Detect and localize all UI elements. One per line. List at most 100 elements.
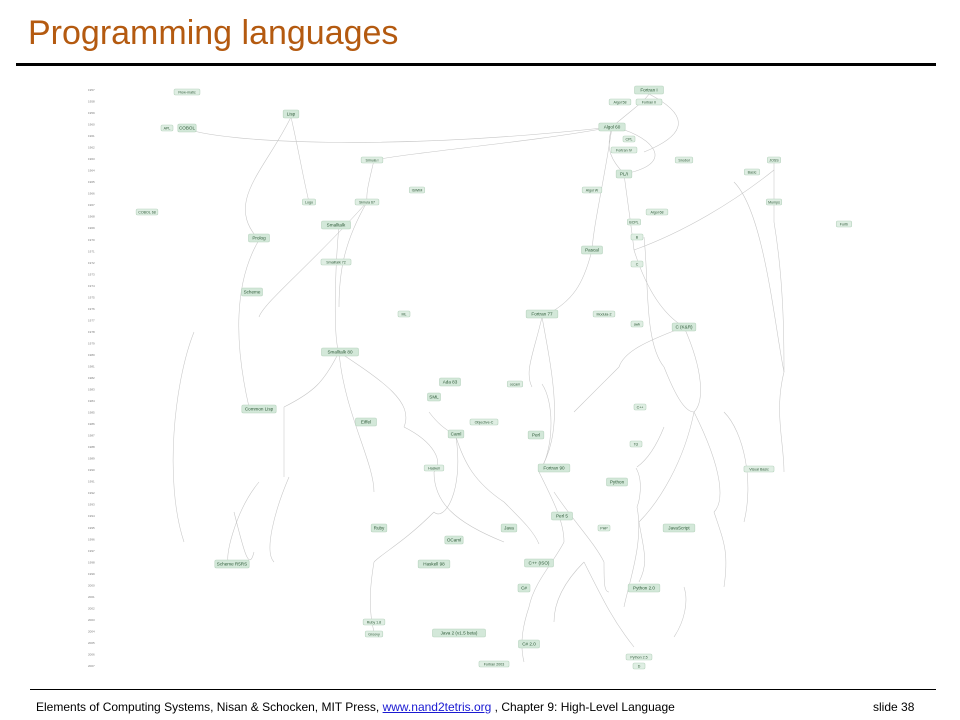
language-node: Algol 68 (645, 208, 669, 216)
diagram-nodes: Fortran I Flow-matic Algol 58 Fortran II APL… (135, 85, 853, 670)
language-node-box (835, 220, 853, 228)
year-tick: 1992 (88, 491, 95, 495)
language-node-box (537, 463, 571, 473)
language-node-box (592, 310, 616, 318)
year-tick: 1993 (88, 503, 95, 507)
footer-credit: Elements of Computing Systems, Nisan & S… (36, 700, 675, 714)
language-node-box (518, 639, 540, 649)
footer-suffix: , Chapter 9: High-Level Language (494, 700, 675, 714)
year-tick: 1978 (88, 330, 95, 334)
language-node-label: ML (402, 312, 407, 316)
language-node: Modula-2 (592, 310, 616, 318)
year-tick: 1984 (88, 399, 95, 403)
year-tick: 2002 (88, 606, 95, 610)
language-node-label: APL (164, 126, 171, 130)
language-node: Python (606, 477, 628, 487)
year-tick: 1998 (88, 560, 95, 564)
language-node: Forth (835, 220, 853, 228)
language-node: Fortran I (634, 85, 664, 95)
title-underline (16, 63, 936, 66)
language-node-box (248, 233, 270, 243)
language-node: PL/I (615, 169, 633, 179)
language-node-label: B (636, 235, 639, 239)
language-node: Tcl (629, 440, 643, 448)
year-tick: 1990 (88, 468, 95, 472)
language-node-label: Pascal (585, 248, 599, 253)
language-node-label: Eiffel (361, 420, 371, 425)
language-node-label: C (K&R) (675, 325, 693, 330)
year-tick: 1977 (88, 318, 95, 322)
language-node-box (743, 168, 761, 176)
year-tick: 1987 (88, 434, 95, 438)
year-tick: 1960 (88, 123, 95, 127)
language-node-box (447, 429, 465, 439)
year-tick: 2000 (88, 583, 95, 587)
language-node-label: Forth (840, 222, 848, 226)
language-node: Haskell 98 (417, 559, 451, 569)
language-node: Objective-C (469, 418, 499, 426)
footer-link[interactable]: www.nand2tetris.org (382, 700, 492, 714)
language-node-label: JavaScript (668, 526, 690, 531)
language-node: Fortran II (635, 98, 663, 106)
language-node: Basic (743, 168, 761, 176)
language-node: Haskell (423, 464, 445, 472)
language-node-label: Fortran I (640, 88, 657, 93)
language-node-label: ISWIM (412, 188, 423, 192)
year-tick: 1979 (88, 341, 95, 345)
year-axis: 1957 1958 1959 1960 1961 1962 1963 1964 1965 1966… (88, 88, 95, 668)
slide-number: slide 38 (873, 700, 915, 714)
language-node-box (320, 258, 352, 266)
language-node-box (302, 198, 316, 206)
year-tick: 1986 (88, 422, 95, 426)
language-node-label: Caml (451, 432, 462, 437)
year-tick: 1989 (88, 457, 95, 461)
year-tick: 2007 (88, 664, 95, 668)
language-node: occam (506, 380, 524, 388)
language-node-box (629, 440, 643, 448)
language-node-label: Flow-matic (178, 90, 196, 94)
language-node: OCaml (444, 535, 464, 545)
language-node-box (635, 98, 663, 106)
language-node-box (524, 558, 554, 568)
language-node-box (241, 287, 263, 297)
language-node-box (627, 583, 661, 593)
language-node-label: CPL (626, 137, 633, 141)
year-tick: 1994 (88, 514, 95, 518)
language-node: Smalltalk 72 (320, 258, 352, 266)
language-node-box (135, 208, 159, 216)
language-node: Eiffel (355, 417, 377, 427)
language-node: APL (160, 124, 174, 132)
footer-rule (30, 689, 936, 690)
language-node-label: Ruby 1.8 (367, 620, 381, 624)
language-node: C (630, 260, 644, 268)
language-node: Smalltalk 80 (321, 347, 359, 357)
language-node-box (469, 418, 499, 426)
language-node: Pascal (581, 245, 603, 255)
year-tick: 2005 (88, 641, 95, 645)
language-node-box (173, 88, 201, 96)
language-node-label: Python 2.5 (630, 655, 647, 659)
language-node-box (627, 218, 641, 226)
language-node-box (444, 535, 464, 545)
language-node-box (432, 628, 486, 638)
year-tick: 1968 (88, 215, 95, 219)
language-node-box (397, 310, 411, 318)
year-tick: 1961 (88, 134, 95, 138)
language-node-label: Ada 83 (443, 380, 458, 385)
language-node: COBOL 68 (135, 208, 159, 216)
language-node-box (645, 208, 669, 216)
language-node: C (K&R) (671, 322, 697, 332)
language-node-box (427, 392, 441, 402)
language-node-label: Perl (532, 433, 540, 438)
language-node-label: Fortran 77 (531, 312, 553, 317)
language-node: ML (397, 310, 411, 318)
year-tick: 1982 (88, 376, 95, 380)
language-node-box (767, 156, 781, 164)
year-tick: 2004 (88, 629, 95, 633)
language-node-label: Ruby (374, 526, 385, 531)
language-node: SML (427, 392, 441, 402)
language-node-label: Modula-2 (597, 312, 612, 316)
language-node-label: D (638, 664, 641, 668)
language-node: Simula I (360, 156, 384, 164)
year-tick: 1983 (88, 388, 95, 392)
